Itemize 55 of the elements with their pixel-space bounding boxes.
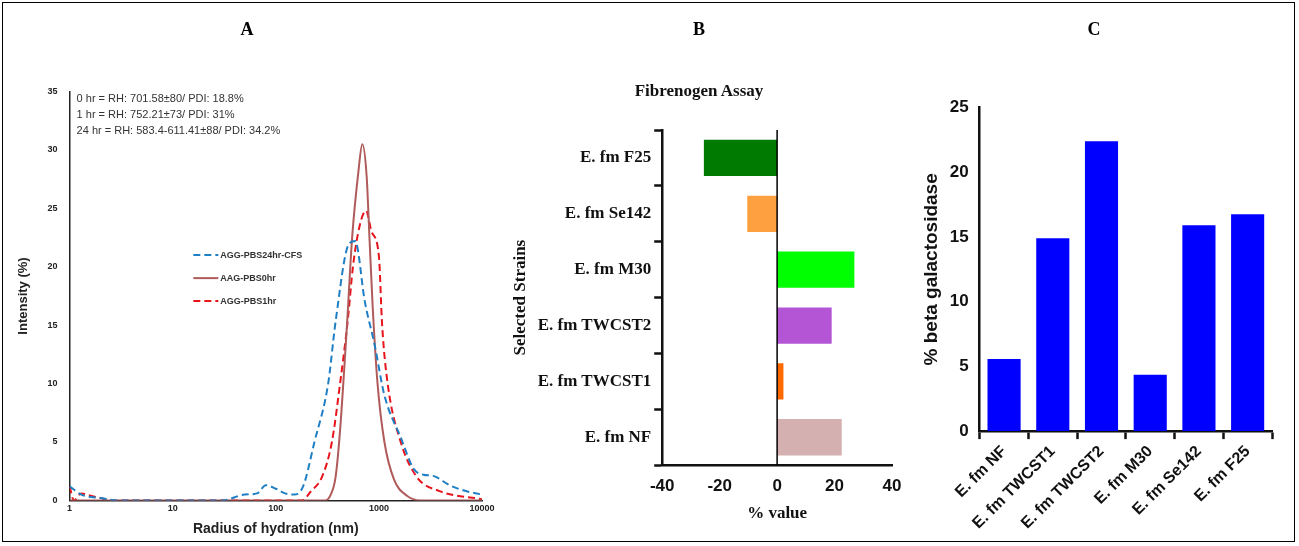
bar (987, 359, 1021, 432)
y-tick-label: E. fm TWCST1 (537, 370, 652, 390)
y-tick-label: 5 (959, 356, 969, 376)
y-tick-label: E. fm M30 (574, 259, 652, 279)
y-tick-label: 25 (47, 202, 58, 213)
legend-label: AAG-PBS0hr (220, 272, 277, 283)
x-axis-title: % value (747, 503, 808, 523)
y-tick-label: 15 (949, 226, 969, 246)
annotation: 0 hr = RH: 701.58±80/ PDI: 18.8% (76, 92, 244, 105)
y-tick-label: 10 (949, 291, 969, 311)
chart-subtitle: Fibrenogen Assay (634, 81, 764, 101)
bar (747, 195, 778, 232)
annotation: 24 hr = RH: 583.4-611.41±88/ PDI: 34.2% (76, 124, 281, 137)
annotation: 1 hr = RH: 752.21±73/ PDI: 31% (76, 108, 235, 121)
x-tick-label: 1 (67, 503, 73, 514)
bar (1036, 238, 1070, 432)
y-axis-title: Intensity (%) (15, 257, 31, 335)
legend-label: AGG-PBS1hr (220, 295, 277, 306)
y-tick-label: E. fm TWCST2 (537, 314, 652, 334)
chart-title: B (692, 19, 706, 40)
x-tick-label: 1000 (368, 503, 389, 514)
x-tick-label: 20 (825, 476, 845, 496)
y-axis-title: Selected Strains (509, 239, 529, 356)
y-axis-title: % beta galactosidase (919, 173, 941, 366)
y-tick-label: E. fm Se142 (564, 203, 652, 223)
bar (1084, 141, 1119, 432)
y-tick-label: 25 (949, 97, 969, 117)
legend-label: AGG-PBS24hr-CFS (220, 249, 303, 260)
y-tick-label: E. fm F25 (579, 147, 652, 167)
bar (777, 307, 832, 344)
x-tick-label: 10 (167, 503, 178, 514)
x-tick-label: 10000 (469, 503, 495, 514)
chart-title: A (240, 19, 254, 40)
y-tick-label: 35 (47, 86, 58, 97)
y-tick-label: 30 (47, 144, 58, 155)
x-tick-label: -20 (707, 476, 732, 496)
y-tick-label: 5 (52, 436, 58, 447)
y-tick-label: 15 (47, 319, 58, 330)
bar (1133, 374, 1167, 432)
y-tick-label: 20 (949, 161, 969, 181)
bar (777, 419, 842, 456)
x-tick-label: -40 (649, 476, 675, 496)
x-tick-label: 0 (772, 476, 782, 496)
bar (1231, 214, 1265, 432)
y-tick-label: E. fm NF (584, 426, 652, 446)
bar (1182, 225, 1216, 432)
bar (703, 139, 778, 177)
y-tick-label: 0 (959, 420, 969, 440)
x-tick-label: 40 (882, 476, 902, 496)
x-axis-title: Radius of hydration (nm) (192, 520, 359, 537)
chart-title: C (1087, 19, 1101, 40)
y-tick-label: 10 (47, 378, 58, 389)
x-tick-label: 100 (268, 503, 284, 514)
bar (777, 251, 855, 288)
y-tick-label: 20 (47, 261, 58, 272)
